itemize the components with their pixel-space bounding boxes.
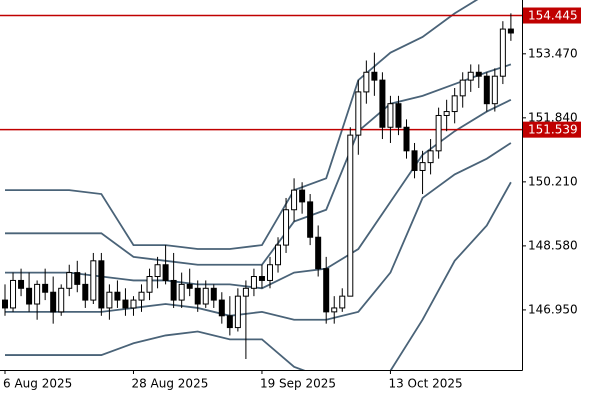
candle-body <box>507 28 514 34</box>
candle-body <box>459 79 466 97</box>
price-level-tag <box>523 7 581 24</box>
candle-body <box>443 111 450 116</box>
candle-body <box>387 103 394 128</box>
y-tick-label: 153.470 <box>528 46 578 60</box>
x-tick-label: 6 Aug 2025 <box>3 377 72 391</box>
candle-body <box>315 236 322 270</box>
candle-body <box>226 315 233 329</box>
candle-body <box>250 276 257 289</box>
y-tick-label: 146.950 <box>528 302 578 316</box>
candle-body <box>347 134 354 297</box>
candle-body <box>475 71 482 77</box>
candle-body <box>419 162 426 171</box>
candle-body <box>299 189 306 203</box>
candle-body <box>363 71 370 93</box>
y-tick-label: 150.210 <box>528 174 578 188</box>
candle-body <box>323 268 330 313</box>
candle-body <box>202 287 209 305</box>
candle-body <box>42 283 49 293</box>
candle-body <box>178 283 185 301</box>
candle-body <box>154 264 161 278</box>
x-tick-label: 28 Aug 2025 <box>131 377 208 391</box>
price-level-label: 151.539 <box>528 123 578 137</box>
candle-body <box>98 260 105 309</box>
price-level-tag <box>523 121 581 138</box>
band-line <box>5 181 512 370</box>
candle-body <box>307 201 314 238</box>
candle-body <box>355 91 362 136</box>
x-tick-label: 19 Sep 2025 <box>260 377 336 391</box>
candle-body <box>291 189 298 211</box>
candle-body <box>90 260 97 301</box>
candle-body <box>146 276 153 293</box>
candle-body <box>491 75 498 105</box>
candle-body <box>50 291 57 313</box>
candle-body <box>379 79 386 128</box>
candle-body <box>34 283 41 305</box>
candle-body <box>266 264 273 281</box>
candle-body <box>339 295 346 309</box>
candle-body <box>283 209 290 246</box>
candle-body <box>114 291 121 301</box>
candle-body <box>162 264 169 281</box>
candle-body <box>427 150 434 164</box>
price-level-label: 154.445 <box>528 9 578 23</box>
band-line <box>5 142 512 321</box>
candle-body <box>218 299 225 317</box>
candle-body <box>74 272 81 285</box>
candle-body <box>395 103 402 128</box>
candle-body <box>18 279 25 289</box>
candle-body <box>234 295 241 329</box>
candle-body <box>138 291 145 301</box>
y-tick-label: 151.840 <box>528 110 578 124</box>
candle-body <box>411 150 418 171</box>
candle-body <box>242 287 249 297</box>
candle-body <box>122 299 129 309</box>
candle-body <box>275 244 282 266</box>
candle-body <box>82 283 89 301</box>
candle-body <box>26 287 33 305</box>
candle-body <box>186 283 193 289</box>
candle-body <box>371 71 378 81</box>
band-line <box>5 98 512 290</box>
candle-body <box>258 276 265 281</box>
candle-body <box>467 71 474 81</box>
candle-body <box>435 114 442 152</box>
candle-body <box>10 279 17 309</box>
candle-body <box>170 279 177 301</box>
y-tick-label: 148.580 <box>528 238 578 252</box>
candle-body <box>403 126 410 152</box>
candle-body <box>194 287 201 305</box>
plot-area <box>0 0 522 370</box>
candle-body <box>106 291 113 309</box>
candle-body <box>130 299 137 309</box>
candle-body <box>483 75 490 105</box>
candle-body <box>58 287 65 313</box>
band-line <box>5 63 512 266</box>
candle-body <box>66 272 73 289</box>
candle-body <box>2 299 8 309</box>
candle-body <box>451 95 458 113</box>
candle-body <box>331 307 338 313</box>
candle-body <box>499 28 506 77</box>
x-tick-label: 13 Oct 2025 <box>388 377 462 391</box>
candle-body <box>210 287 217 301</box>
band-line <box>5 0 479 250</box>
